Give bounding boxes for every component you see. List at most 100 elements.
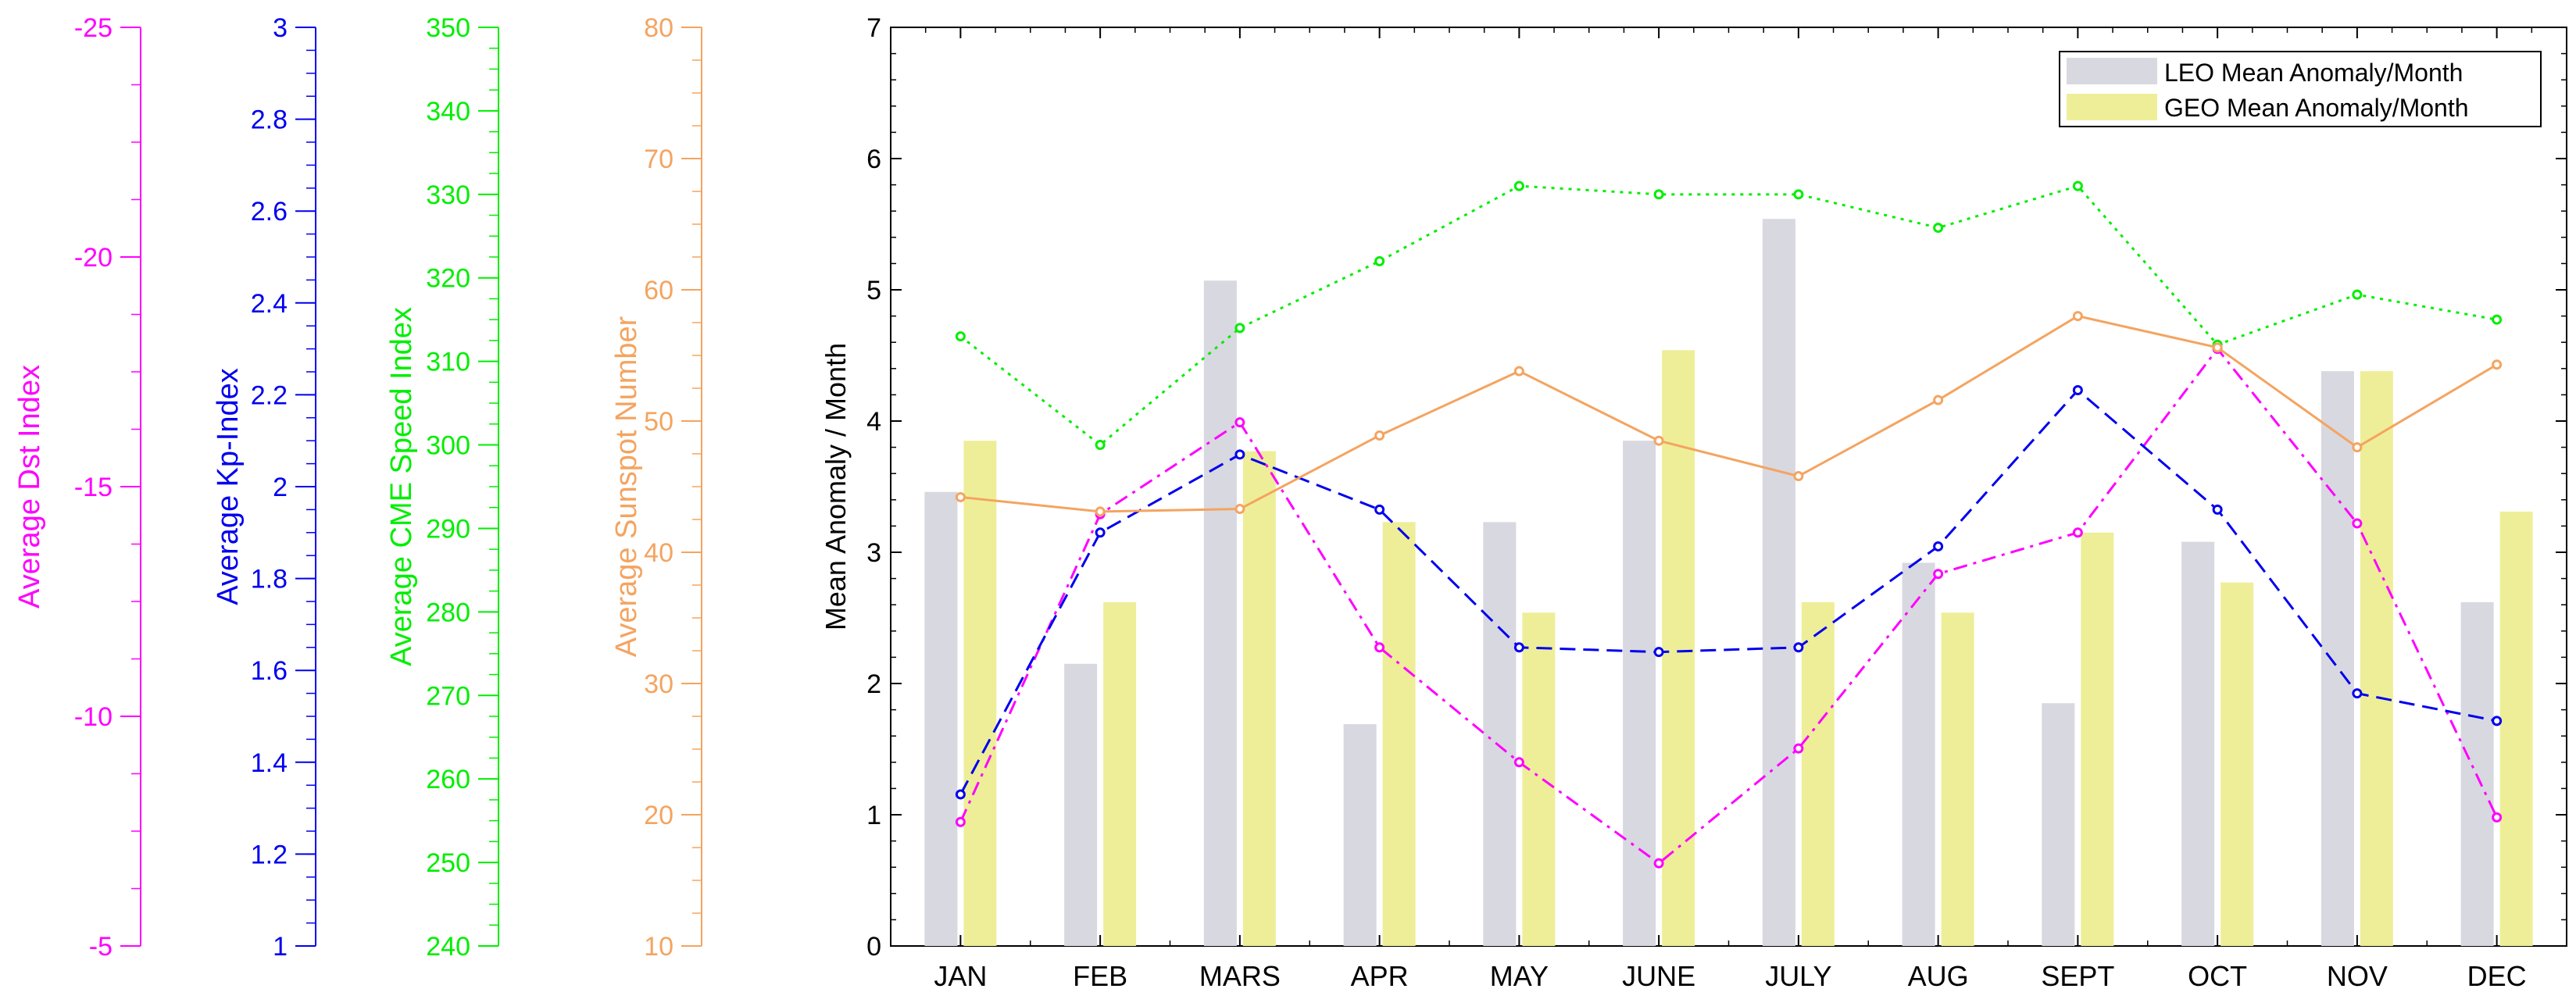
point-dst xyxy=(955,816,966,827)
point-cme xyxy=(2352,289,2363,300)
side-tick-label: 1.8 xyxy=(251,565,288,594)
y-tick-label: 5 xyxy=(866,276,881,305)
line-cme xyxy=(959,184,2497,447)
side-tick-label: -10 xyxy=(74,702,113,732)
lines xyxy=(955,180,2503,869)
point-dst xyxy=(2072,527,2083,538)
side-tick-label: 290 xyxy=(426,514,470,544)
point-ssn xyxy=(2212,342,2223,353)
side-axis-label: Average Sunspot Number xyxy=(610,316,643,657)
geo-bar xyxy=(2360,371,2393,946)
point-ssn xyxy=(1513,366,1524,377)
point-cme xyxy=(2492,314,2503,325)
side-tick-label: 340 xyxy=(426,97,470,127)
geo-bar xyxy=(1941,612,1974,946)
point-dst xyxy=(2492,812,2503,823)
leo-bar xyxy=(2042,703,2075,946)
leo-bar xyxy=(1902,562,1935,946)
point-ssn xyxy=(1793,471,1804,482)
point-cme xyxy=(1513,180,1524,191)
point-kp xyxy=(2072,385,2083,396)
point-ssn xyxy=(955,491,966,502)
x-tick-label: OCT xyxy=(2188,960,2247,992)
leo-bar xyxy=(1203,280,1237,946)
y-tick-label: 0 xyxy=(866,932,881,962)
point-dst xyxy=(2352,518,2363,529)
side-tick-label: 2.8 xyxy=(251,105,288,135)
point-kp xyxy=(1653,647,1664,658)
side-tick-label: 1.2 xyxy=(251,840,288,869)
side-axis-kp: 1 1.2 1.4 1.6 1.8 2 2.2 2.4 2.6 2.8 3 Average Kp-In… xyxy=(212,13,316,962)
main-plot: 0 1 2 3 4 5 6 7 JAN FEB MARS APR MAY JUNE JULY AUG SEPT… xyxy=(820,13,2567,992)
point-kp xyxy=(1234,449,1245,460)
point-dst xyxy=(1933,569,1944,580)
y-tick-label: 4 xyxy=(866,407,881,437)
geo-bar xyxy=(2081,532,2114,946)
geo-bar xyxy=(1801,601,1835,946)
side-tick-label: 280 xyxy=(426,598,470,627)
x-tick-label: MARS xyxy=(1199,960,1281,992)
point-ssn xyxy=(1933,394,1944,405)
side-tick-label: 10 xyxy=(644,932,673,962)
point-dst xyxy=(1793,743,1804,754)
leo-bar xyxy=(2321,371,2354,946)
leo-bar xyxy=(1623,441,1656,946)
point-cme xyxy=(1374,255,1385,266)
side-tick-label: -20 xyxy=(74,243,113,273)
legend-label-leo: LEO Mean Anomaly/Month xyxy=(2164,59,2463,87)
point-kp xyxy=(2492,716,2503,726)
side-tick-label: 330 xyxy=(426,180,470,210)
point-dst xyxy=(1374,642,1385,653)
y-tick-label: 7 xyxy=(866,13,881,43)
side-tick-label: 240 xyxy=(426,932,470,962)
x-axis: JAN FEB MARS APR MAY JUNE JULY AUG SEPT OCT NOV DEC xyxy=(924,27,2533,992)
side-tick-label: 250 xyxy=(426,848,470,878)
side-tick-label: 350 xyxy=(426,13,470,43)
point-dst xyxy=(1513,757,1524,768)
point-kp xyxy=(1095,527,1106,538)
x-tick-label: SEPT xyxy=(2041,960,2114,992)
leo-bar xyxy=(1762,219,1795,946)
line-dst xyxy=(959,347,2498,866)
side-tick-label: 270 xyxy=(426,681,470,711)
point-dst xyxy=(1653,858,1664,869)
x-tick-label: JULY xyxy=(1765,960,1831,992)
point-cme xyxy=(1234,323,1245,334)
y-tick-label: 6 xyxy=(866,145,881,174)
leo-bar xyxy=(1343,724,1377,946)
point-cme xyxy=(1933,223,1944,234)
geo-bar xyxy=(963,441,997,946)
geo-bar xyxy=(1382,522,1416,946)
point-cme xyxy=(1095,440,1106,451)
side-tick-label: 1 xyxy=(273,932,288,962)
y-tick-label: 1 xyxy=(866,801,881,830)
side-axis-dst: -25 -20 -15 -10 -5 Average Dst Index xyxy=(13,13,141,962)
y-axis-label: Mean Anomaly / Month xyxy=(820,343,852,630)
side-axis-label: Average Dst Index xyxy=(13,365,46,609)
side-tick-label: -15 xyxy=(74,473,113,502)
side-axes: -25 -20 -15 -10 -5 Average Dst Index 1 1.2 1.4 1.… xyxy=(13,13,702,962)
side-tick-label: 260 xyxy=(426,765,470,794)
legend: LEO Mean Anomaly/Month GEO Mean Anomaly/… xyxy=(2059,51,2542,127)
legend-swatch-geo xyxy=(2067,94,2157,120)
side-tick-label: 3 xyxy=(273,13,288,43)
point-ssn xyxy=(2492,359,2503,370)
point-kp xyxy=(955,789,966,800)
side-tick-label: 40 xyxy=(644,538,673,568)
side-tick-label: 20 xyxy=(644,801,673,830)
geo-bar xyxy=(1103,601,1137,946)
point-kp xyxy=(2212,504,2223,515)
point-ssn xyxy=(1234,504,1245,515)
leo-bar xyxy=(2181,541,2215,946)
side-tick-label: -5 xyxy=(89,932,113,962)
side-tick-label: 2.6 xyxy=(251,197,288,227)
line-kp xyxy=(959,388,2497,795)
side-tick-label: 320 xyxy=(426,264,470,294)
point-kp xyxy=(1374,504,1385,515)
leo-bar xyxy=(1483,522,1517,946)
side-axis-label: Average CME Speed Index xyxy=(385,307,418,666)
legend-swatch-leo xyxy=(2067,58,2157,84)
side-tick-label: 1.4 xyxy=(251,748,288,778)
x-tick-label: APR xyxy=(1351,960,1409,992)
side-tick-label: 310 xyxy=(426,348,470,377)
